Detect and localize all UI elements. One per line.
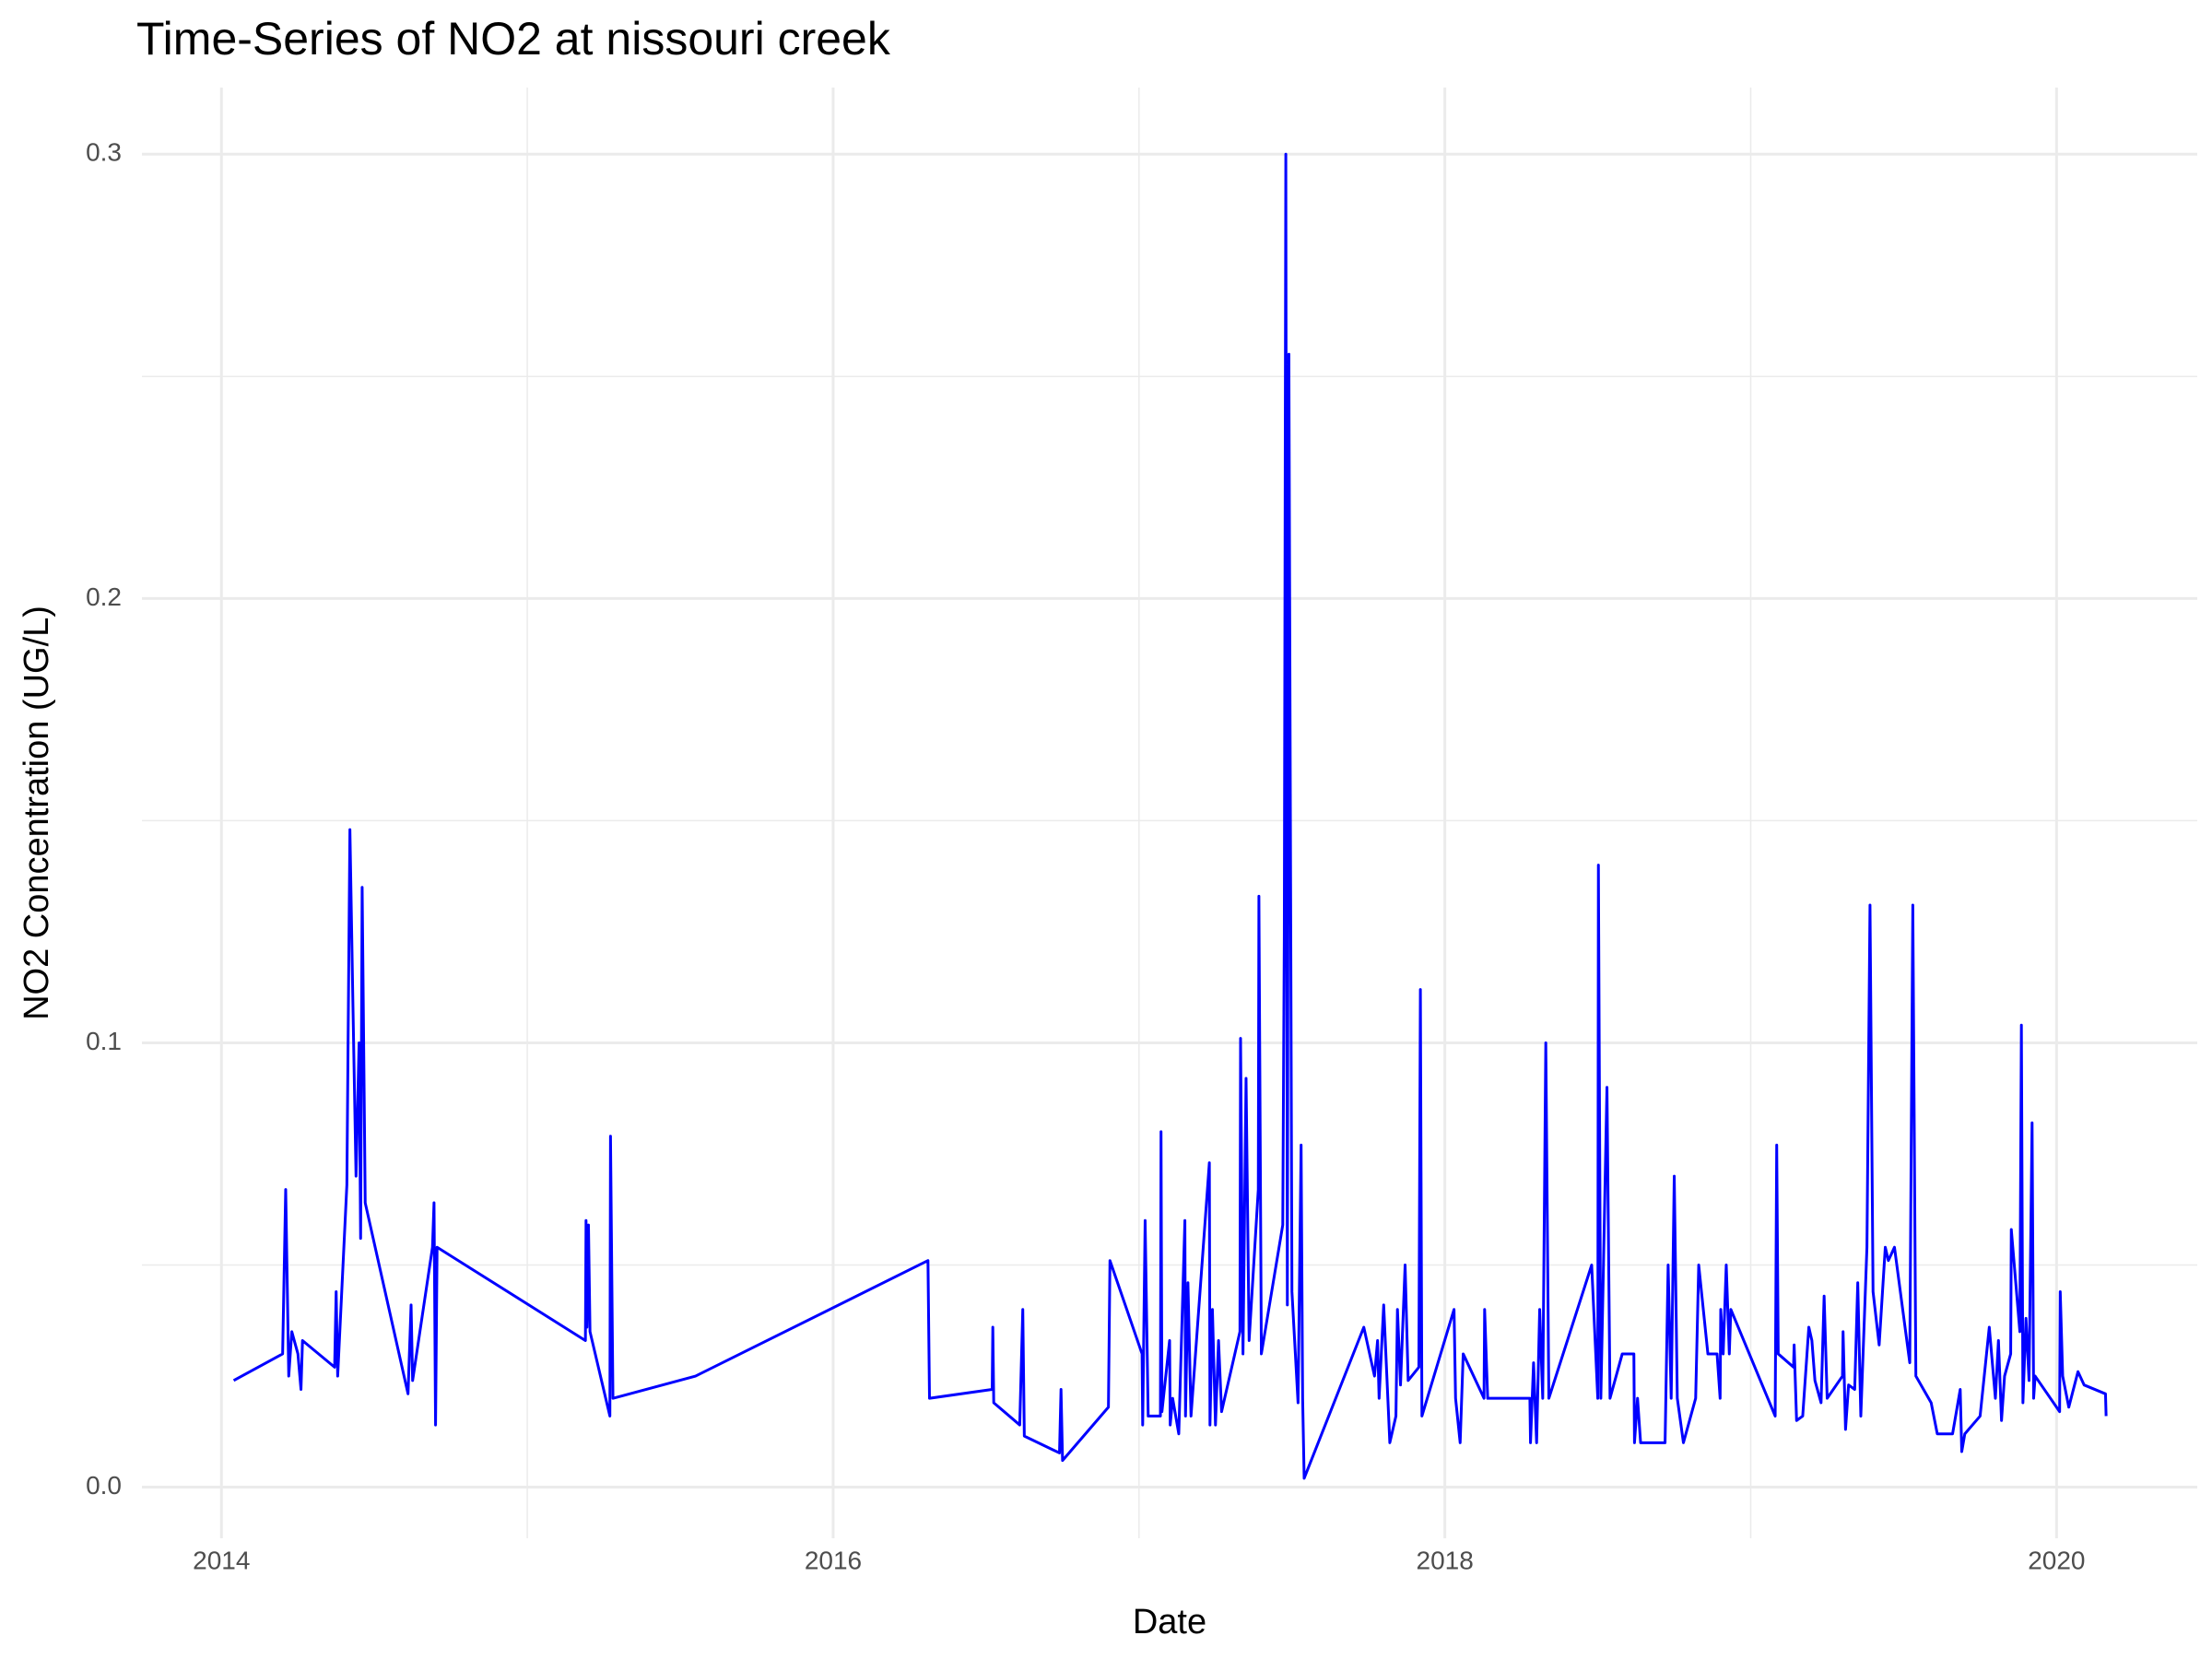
y-tick-label: 0.3 bbox=[86, 138, 122, 167]
x-tick-label: 2020 bbox=[2028, 1546, 2085, 1574]
x-axis-title: Date bbox=[1133, 1603, 1206, 1641]
data-line bbox=[232, 152, 2108, 1480]
x-tick-label: 2016 bbox=[805, 1546, 862, 1574]
y-axis-title: NO2 Concentration (UG/L) bbox=[18, 606, 56, 1020]
x-tick-label: 2014 bbox=[193, 1546, 250, 1574]
y-tick-label: 0.2 bbox=[86, 582, 122, 611]
y-tick-label: 0.0 bbox=[86, 1471, 122, 1500]
y-tick-label: 0.1 bbox=[86, 1027, 122, 1055]
chart-title: Time-Series of NO2 at nissouri creek bbox=[136, 13, 891, 65]
x-tick-label: 2018 bbox=[1417, 1546, 1474, 1574]
